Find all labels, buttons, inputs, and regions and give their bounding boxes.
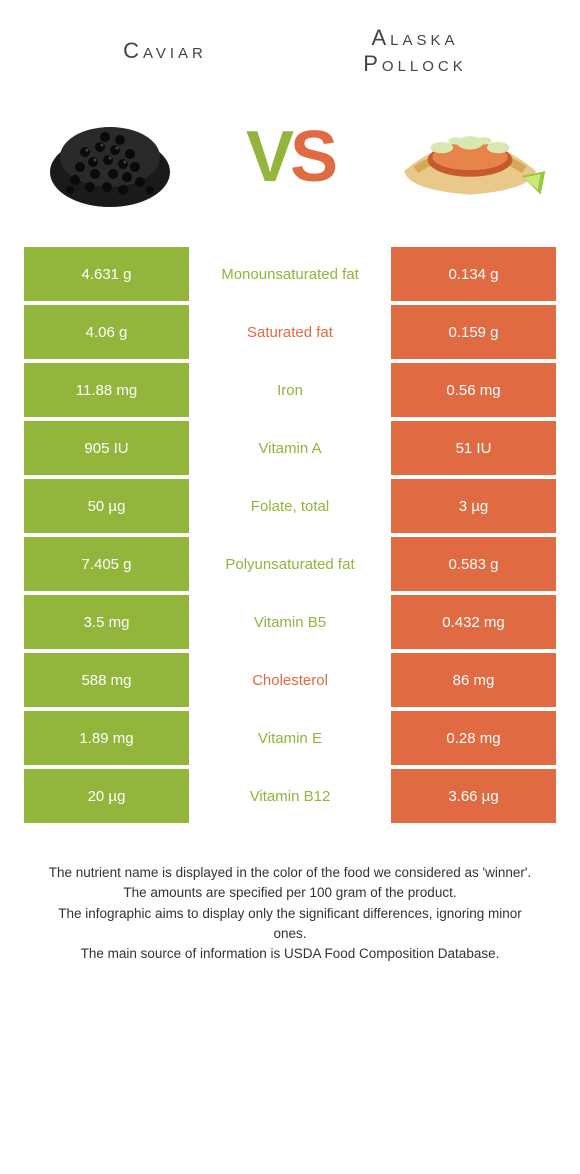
cell-left-value: 7.405 g <box>24 537 189 591</box>
cell-nutrient-name: Monounsaturated fat <box>189 247 391 301</box>
table-row: 11.88 mgIron0.56 mg <box>24 363 556 417</box>
cell-nutrient-name: Vitamin B12 <box>189 769 391 823</box>
cell-right-value: 3.66 µg <box>391 769 556 823</box>
cell-right-value: 0.159 g <box>391 305 556 359</box>
table-row: 905 IUVitamin A51 IU <box>24 421 556 475</box>
cell-nutrient-name: Polyunsaturated fat <box>189 537 391 591</box>
cell-nutrient-name: Vitamin A <box>189 421 391 475</box>
footer-line3: The infographic aims to display only the… <box>40 904 540 945</box>
footer-line4: The main source of information is USDA F… <box>40 944 540 964</box>
vs-label: VS <box>246 116 334 198</box>
comparison-table: 4.631 gMonounsaturated fat0.134 g4.06 gS… <box>24 247 556 823</box>
title-right: Alaska Pollock <box>290 25 540 77</box>
cell-right-value: 0.56 mg <box>391 363 556 417</box>
cell-left-value: 11.88 mg <box>24 363 189 417</box>
table-row: 588 mgCholesterol86 mg <box>24 653 556 707</box>
footer-line1: The nutrient name is displayed in the co… <box>40 863 540 883</box>
taco-icon <box>390 102 550 212</box>
cell-nutrient-name: Vitamin E <box>189 711 391 765</box>
title-right-line1: Alaska <box>290 25 540 51</box>
table-row: 4.06 gSaturated fat0.159 g <box>24 305 556 359</box>
cell-nutrient-name: Folate, total <box>189 479 391 533</box>
cell-right-value: 0.28 mg <box>391 711 556 765</box>
cell-left-value: 3.5 mg <box>24 595 189 649</box>
cell-left-value: 50 µg <box>24 479 189 533</box>
image-row: VS <box>0 87 580 247</box>
cell-nutrient-name: Saturated fat <box>189 305 391 359</box>
title-left: Caviar <box>40 38 290 64</box>
cell-right-value: 86 mg <box>391 653 556 707</box>
cell-left-value: 4.631 g <box>24 247 189 301</box>
cell-right-value: 0.583 g <box>391 537 556 591</box>
table-row: 50 µgFolate, total3 µg <box>24 479 556 533</box>
cell-left-value: 20 µg <box>24 769 189 823</box>
table-row: 4.631 gMonounsaturated fat0.134 g <box>24 247 556 301</box>
cell-left-value: 4.06 g <box>24 305 189 359</box>
footer-line2: The amounts are specified per 100 gram o… <box>40 883 540 903</box>
table-row: 1.89 mgVitamin E0.28 mg <box>24 711 556 765</box>
caviar-image <box>30 97 190 217</box>
cell-left-value: 588 mg <box>24 653 189 707</box>
table-row: 3.5 mgVitamin B50.432 mg <box>24 595 556 649</box>
cell-right-value: 0.134 g <box>391 247 556 301</box>
cell-right-value: 51 IU <box>391 421 556 475</box>
vs-v: V <box>246 117 290 197</box>
footer-notes: The nutrient name is displayed in the co… <box>40 863 540 964</box>
cell-left-value: 905 IU <box>24 421 189 475</box>
caviar-icon <box>35 102 185 212</box>
cell-right-value: 3 µg <box>391 479 556 533</box>
cell-nutrient-name: Iron <box>189 363 391 417</box>
cell-right-value: 0.432 mg <box>391 595 556 649</box>
pollock-image <box>390 97 550 217</box>
table-row: 20 µgVitamin B123.66 µg <box>24 769 556 823</box>
vs-s: S <box>290 117 334 197</box>
title-right-line2: Pollock <box>290 51 540 77</box>
cell-nutrient-name: Vitamin B5 <box>189 595 391 649</box>
cell-left-value: 1.89 mg <box>24 711 189 765</box>
table-row: 7.405 gPolyunsaturated fat0.583 g <box>24 537 556 591</box>
cell-nutrient-name: Cholesterol <box>189 653 391 707</box>
titles-row: Caviar Alaska Pollock <box>0 0 580 87</box>
